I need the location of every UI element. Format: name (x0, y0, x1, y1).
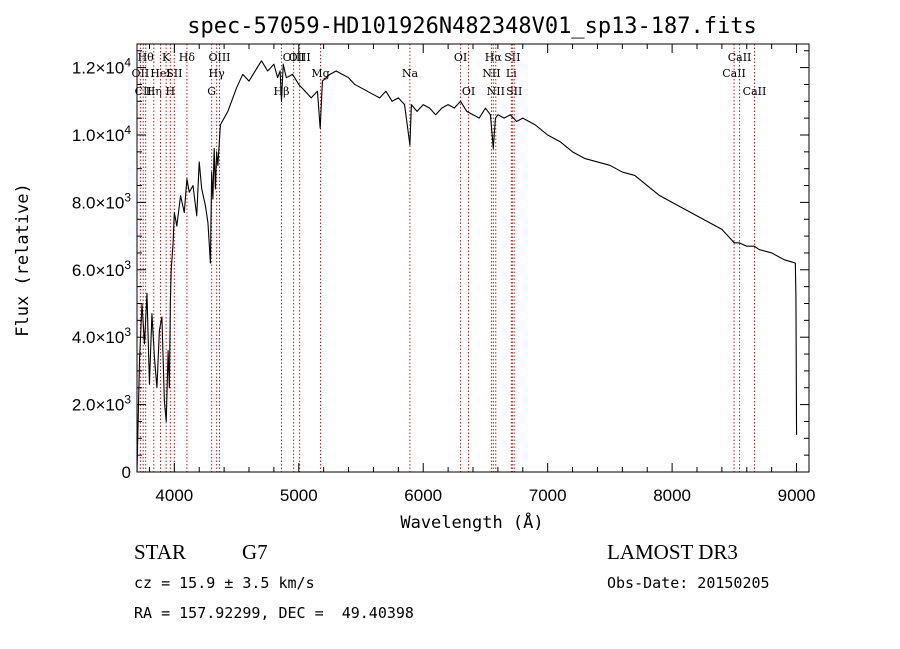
y-tick-label-0: 0 (122, 463, 131, 482)
line-marker-label-21: NII (487, 85, 505, 98)
line-marker-label-5: K (162, 51, 171, 64)
line-marker-label-25: CaII (722, 67, 746, 80)
line-marker-label-0: OII (132, 67, 150, 80)
x-axis-ticks: 4000 5000 6000 7000 8000 9000 (148, 44, 816, 505)
line-marker-label-27: CaII (743, 85, 767, 98)
y-tick-label-5: 1.0×104 (72, 123, 131, 145)
line-marker-label-13: OIII (283, 51, 305, 64)
line-marker-label-1: CII (135, 85, 152, 98)
line-marker-label-24: SII (506, 85, 522, 98)
x-tick-label-0: 4000 (155, 486, 193, 505)
line-marker-label-23: SII (504, 51, 520, 64)
object-subclass: G7 (242, 540, 268, 564)
x-tick-label-5: 9000 (778, 486, 816, 505)
y-tick-label-3: 6.0×103 (72, 258, 131, 280)
line-marker-label-8: Hδ (179, 51, 196, 64)
y-tick-label-2: 4.0×103 (72, 325, 131, 347)
line-marker-label-11: OIII (208, 51, 230, 64)
line-marker-label-10: Hγ (209, 67, 226, 80)
line-marker-label-26: CaII (728, 51, 752, 64)
spectrum-line (136, 60, 798, 473)
y-tick-label-6: 1.2×104 (72, 56, 131, 78)
line-marker-label-18: OI (462, 85, 475, 98)
line-marker-label-14: OIII (289, 51, 311, 64)
coordinates-info: RA = 157.92299, DEC = 49.40398 (134, 604, 414, 622)
x-tick-label-2: 6000 (404, 486, 442, 505)
line-marker-label-16: Na (402, 67, 419, 80)
line-marker-label-9: G (207, 85, 216, 98)
line-marker-label-6: H (166, 85, 176, 98)
line-marker-label-19: NII (482, 67, 500, 80)
y-axis-label: Flux (relative) (13, 183, 33, 337)
object-class: STAR (134, 540, 186, 564)
x-axis-label: Wavelength (Å) (400, 511, 543, 533)
line-marker-label-17: OI (454, 51, 467, 64)
redshift-info: cz = 15.9 ± 3.5 km/s (134, 574, 315, 592)
plot-frame (136, 43, 810, 473)
line-marker-label-22: Li (506, 67, 517, 80)
y-tick-label-1: 2.0×103 (72, 393, 131, 415)
x-tick-label-3: 7000 (529, 486, 567, 505)
chart-title: spec-57059-HD101926N482348V01_sp13-187.f… (187, 14, 757, 39)
line-marker-label-3: Hη (146, 85, 162, 98)
line-marker-label-20: Hα (485, 51, 503, 64)
line-marker-label-2: Hθ (138, 51, 155, 64)
x-tick-label-1: 5000 (280, 486, 318, 505)
line-marker-label-15: Mg (311, 67, 329, 80)
y-axis-ticks: 0 2.0×103 4.0×103 6.0×103 8.0×103 1.0×104 1.2×… (72, 50, 809, 482)
x-tick-label-4: 8000 (653, 486, 691, 505)
survey-name: LAMOST DR3 (607, 540, 738, 564)
observation-date: Obs-Date: 20150205 (607, 574, 770, 592)
line-marker-label-7: SII (166, 67, 182, 80)
y-tick-label-4: 8.0×103 (72, 190, 131, 212)
